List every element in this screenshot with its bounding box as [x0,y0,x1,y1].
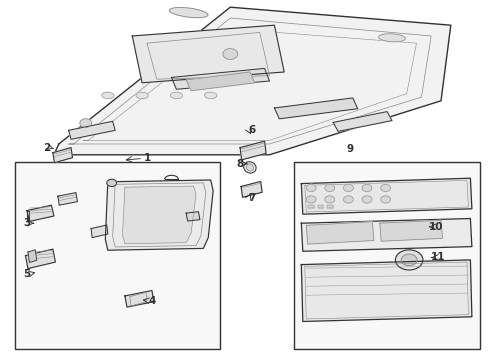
Text: 6: 6 [249,125,256,135]
Text: 2: 2 [43,143,50,153]
Text: 3: 3 [24,218,30,228]
Polygon shape [301,178,472,214]
Polygon shape [132,25,284,83]
Circle shape [80,119,92,127]
Polygon shape [122,186,196,244]
Circle shape [325,196,335,203]
Polygon shape [27,211,29,221]
Polygon shape [301,260,472,321]
Circle shape [306,184,316,192]
Polygon shape [240,141,266,160]
Polygon shape [186,72,255,91]
Circle shape [381,184,391,192]
Ellipse shape [379,34,405,42]
Polygon shape [105,180,213,250]
Text: 7: 7 [248,193,256,203]
Polygon shape [306,222,374,244]
Polygon shape [308,205,314,208]
Bar [294,162,480,349]
Polygon shape [25,249,55,269]
Circle shape [343,184,353,192]
Bar [15,162,220,349]
Polygon shape [53,148,73,163]
Circle shape [107,179,117,186]
Circle shape [362,184,372,192]
Text: 11: 11 [431,252,446,262]
Polygon shape [333,112,392,131]
Ellipse shape [170,8,208,18]
Polygon shape [380,220,442,241]
Polygon shape [186,212,200,221]
Polygon shape [91,225,108,238]
Text: 5: 5 [24,269,30,279]
Text: 10: 10 [429,222,443,232]
Circle shape [325,184,335,192]
Circle shape [381,196,391,203]
Polygon shape [318,205,323,208]
Ellipse shape [102,92,114,99]
Polygon shape [241,181,262,197]
Text: 4: 4 [148,296,156,306]
Polygon shape [28,250,37,262]
Ellipse shape [205,92,217,99]
Polygon shape [125,291,154,307]
Polygon shape [58,193,77,205]
Polygon shape [301,219,472,251]
Polygon shape [54,7,451,155]
Circle shape [306,196,316,203]
Polygon shape [69,121,115,139]
Polygon shape [27,205,54,221]
Ellipse shape [136,92,148,99]
Text: 9: 9 [347,144,354,154]
Circle shape [395,250,423,270]
Circle shape [343,196,353,203]
Text: 1: 1 [144,153,150,163]
Ellipse shape [246,164,253,171]
Polygon shape [274,98,358,119]
Polygon shape [327,205,333,208]
Text: 8: 8 [237,159,244,169]
Ellipse shape [171,92,182,99]
Ellipse shape [244,162,256,173]
Circle shape [401,254,417,266]
Circle shape [362,196,372,203]
Polygon shape [172,68,270,89]
Circle shape [223,49,238,59]
